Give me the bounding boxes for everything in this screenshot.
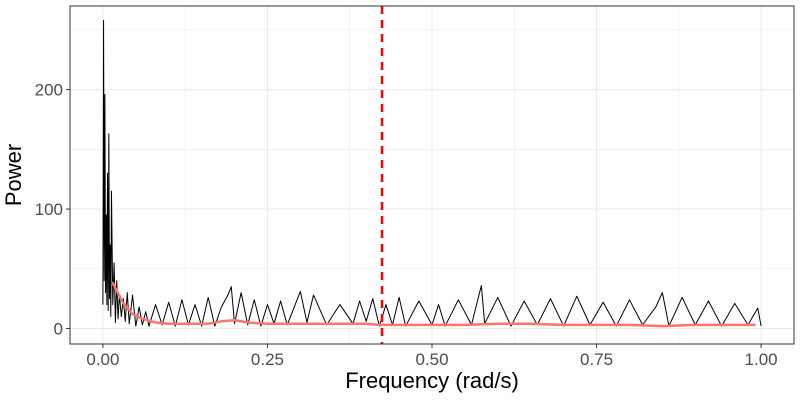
x-tick-label: 0.25 <box>251 350 284 369</box>
y-axis: 0 100 200 <box>35 81 70 338</box>
grid <box>70 6 794 344</box>
series-layer <box>102 19 762 328</box>
x-axis: 0.00 0.25 0.50 0.75 1.00 <box>86 344 778 369</box>
smoothed-trend-line <box>111 281 756 328</box>
x-tick-label: 0.50 <box>415 350 448 369</box>
y-axis-title: Power <box>1 144 26 206</box>
x-tick-label: 1.00 <box>745 350 778 369</box>
x-tick-label: 0.00 <box>86 350 119 369</box>
x-axis-title: Frequency (rad/s) <box>345 368 519 393</box>
y-tick-label: 200 <box>35 81 63 100</box>
y-tick-label: 100 <box>35 200 63 219</box>
spectrum-line <box>102 19 762 327</box>
x-tick-label: 0.75 <box>580 350 613 369</box>
y-tick-label: 0 <box>54 319 63 338</box>
